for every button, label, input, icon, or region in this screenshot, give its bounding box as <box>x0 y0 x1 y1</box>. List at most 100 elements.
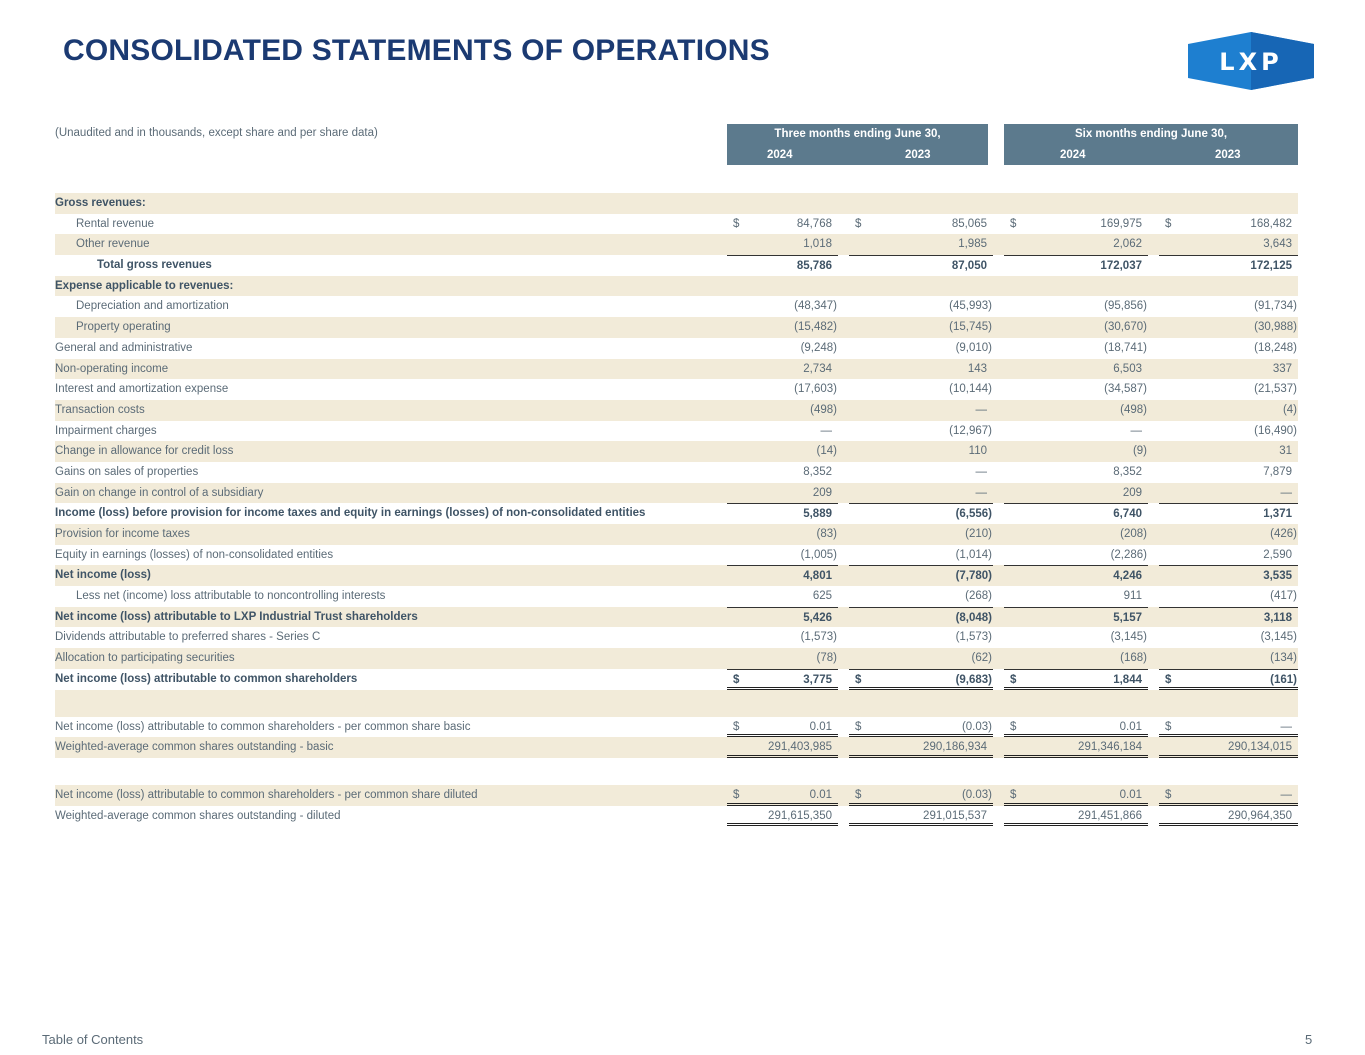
cell-value: (498) <box>1120 403 1147 416</box>
value-cell: (18,741) <box>1004 338 1148 359</box>
row-label: Impairment charges <box>55 424 157 437</box>
cell-value: 4,246 <box>1113 570 1142 583</box>
cell-value: (1,014) <box>955 548 992 561</box>
currency-symbol: $ <box>733 217 740 230</box>
row-label: Allocation to participating securities <box>55 652 235 665</box>
cell-value: 0.01 <box>1119 788 1142 801</box>
cell-value: — <box>975 486 988 499</box>
value-cell: 290,134,015 <box>1159 737 1298 758</box>
year-label: 2023 <box>905 149 931 161</box>
value-cell: (14) <box>727 441 838 462</box>
cell-value: 209 <box>812 486 832 499</box>
value-cell: 2,590 <box>1159 545 1298 566</box>
cell-value: — <box>1280 788 1293 801</box>
value-cell: (16,490) <box>1159 421 1298 442</box>
cell-value: 0.01 <box>809 788 832 801</box>
cell-value: 8,352 <box>1113 465 1142 478</box>
cell-value: (30,670) <box>1104 321 1147 334</box>
table-of-contents-link[interactable]: Table of Contents <box>42 1032 144 1047</box>
value-cell: 3,118 <box>1159 606 1298 628</box>
cell-value: (15,745) <box>949 321 992 334</box>
table-row: Allocation to participating securities (7… <box>55 648 1298 669</box>
value-cell: (3,145) <box>1159 627 1298 648</box>
cell-value: (78) <box>816 652 837 665</box>
value-cell: $168,482 <box>1159 214 1298 235</box>
cell-value: (3,145) <box>1110 631 1147 644</box>
cell-value: (34,587) <box>1104 383 1147 396</box>
value-cell: (134) <box>1159 648 1298 669</box>
value-cell: (45,993) <box>849 296 993 317</box>
value-cell: (10,144) <box>849 379 993 400</box>
value-cell: 6,740 <box>1004 503 1148 524</box>
currency-symbol: $ <box>855 720 862 733</box>
value-cell: $84,768 <box>727 214 838 235</box>
row-label: Net income (loss) attributable to common… <box>55 788 478 801</box>
cell-value: (18,248) <box>1254 341 1297 354</box>
value-cell: (2,286) <box>1004 545 1148 566</box>
value-cell: 8,352 <box>727 462 838 483</box>
value-cell <box>1159 193 1298 214</box>
currency-symbol: $ <box>1165 720 1172 733</box>
lxp-logo: LXP <box>1188 32 1314 90</box>
table-row: Impairment charges — (12,967) — (16,490) <box>55 421 1298 442</box>
value-cell: (30,988) <box>1159 317 1298 338</box>
row-label: Equity in earnings (losses) of non-conso… <box>55 548 334 561</box>
row-label: Interest and amortization expense <box>55 383 229 396</box>
value-cell: (1,573) <box>727 627 838 648</box>
value-cell: 87,050 <box>849 255 993 276</box>
cell-value: (9,248) <box>800 341 837 354</box>
value-cell: $85,065 <box>849 214 993 235</box>
row-label: Weighted-average common shares outstandi… <box>55 741 334 754</box>
cell-value: (48,347) <box>794 300 837 313</box>
currency-symbol: $ <box>855 673 862 686</box>
cell-value: 8,352 <box>803 465 832 478</box>
cell-value: (210) <box>965 528 992 540</box>
value-cell: (498) <box>727 400 838 421</box>
period-label: Six months ending June 30, <box>1074 128 1228 140</box>
value-cell: 7,879 <box>1159 462 1298 483</box>
cell-value: 85,065 <box>951 217 987 230</box>
cell-value: (268) <box>965 590 992 603</box>
row-label: Gross revenues: <box>55 197 146 209</box>
value-cell: (6,556) <box>849 503 993 524</box>
row-label: Provision for income taxes <box>55 528 190 540</box>
value-cell: 6,503 <box>1004 359 1148 380</box>
year-label: 2023 <box>1215 149 1241 161</box>
value-cell: — <box>1159 483 1298 504</box>
value-cell: (4) <box>1159 400 1298 421</box>
cell-value: (9,683) <box>955 673 992 686</box>
value-cell: (83) <box>727 524 838 545</box>
value-cell: 5,157 <box>1004 606 1148 628</box>
table-row: Net income (loss) 4,801 (7,780) 4,246 3,535 <box>55 565 1298 587</box>
cell-value: 290,964,350 <box>1228 809 1292 822</box>
cell-value: 5,889 <box>803 508 832 521</box>
currency-symbol: $ <box>1165 788 1172 801</box>
cell-value: 7,879 <box>1263 465 1292 478</box>
row-label: Transaction costs <box>55 403 145 416</box>
table-row: Gains on sales of properties 8,352 — 8,352 7… <box>55 462 1298 483</box>
cell-value: 168,482 <box>1250 217 1292 230</box>
value-cell: 291,451,866 <box>1004 806 1148 827</box>
cell-value: (4) <box>1282 403 1297 416</box>
value-cell: 4,801 <box>727 565 838 586</box>
value-cell: (3,145) <box>1004 627 1148 648</box>
currency-symbol: $ <box>1010 720 1017 733</box>
currency-symbol: $ <box>1010 217 1017 230</box>
cell-value: (7,780) <box>955 570 992 583</box>
cell-value: (1,005) <box>800 548 837 561</box>
table-row: Other revenue 1,018 1,985 2,062 3,643 <box>55 234 1298 256</box>
row-label: Net income (loss) <box>55 569 151 582</box>
value-cell: (30,670) <box>1004 317 1148 338</box>
value-cell: — <box>849 462 993 483</box>
cell-value: 3,643 <box>1263 238 1292 251</box>
currency-symbol: $ <box>733 673 740 686</box>
value-cell: 3,643 <box>1159 234 1298 255</box>
value-cell: 85,786 <box>727 255 838 276</box>
row-label: Change in allowance for credit loss <box>55 445 234 458</box>
cell-value: 1,018 <box>803 238 832 251</box>
value-cell: $3,775 <box>727 668 838 690</box>
cell-value: 2,062 <box>1113 238 1142 251</box>
cell-value: 1,371 <box>1263 508 1292 521</box>
currency-symbol: $ <box>855 217 862 230</box>
